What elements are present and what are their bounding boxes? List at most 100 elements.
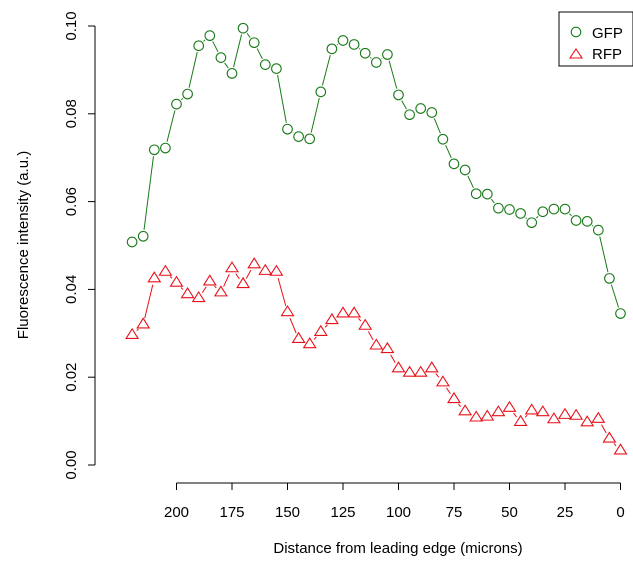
data-point: [382, 49, 393, 60]
data-point: [315, 86, 327, 98]
data-point: [604, 273, 615, 284]
x-tick-label: 125: [330, 504, 355, 521]
data-point: [247, 257, 262, 269]
y-tick-label: 0.08: [63, 99, 80, 128]
data-point: [380, 341, 395, 354]
data-point: [459, 164, 471, 176]
data-point: [502, 400, 517, 412]
data-point: [602, 431, 617, 443]
data-point: [225, 261, 239, 273]
data-point: [558, 407, 572, 419]
series-segment: [358, 318, 362, 322]
data-point: [515, 208, 526, 219]
y-tick-label: 0.10: [63, 11, 80, 40]
data-point: [271, 63, 282, 74]
series-segment: [435, 373, 440, 378]
series-segment: [336, 43, 339, 46]
x-tick-label: 150: [275, 504, 300, 521]
x-axis-label: Distance from leading edge (microns): [273, 540, 522, 557]
y-tick-label: 0.06: [63, 187, 80, 216]
data-point: [591, 411, 606, 423]
data-point: [391, 361, 406, 373]
data-point: [248, 37, 260, 49]
series-segment: [457, 403, 462, 407]
series-segment: [601, 424, 607, 434]
x-tick-label: 75: [446, 504, 463, 521]
series-segment: [569, 213, 572, 217]
data-point: [215, 52, 227, 63]
data-point: [336, 306, 350, 318]
data-point: [424, 361, 439, 373]
series-segment: [388, 60, 398, 89]
data-point: [480, 409, 495, 421]
series-segment: [513, 412, 517, 418]
series-segment: [324, 324, 328, 328]
data-point: [137, 230, 149, 242]
x-tick-label: 100: [386, 504, 411, 521]
series-segment: [467, 175, 474, 189]
data-point: [569, 408, 584, 420]
series-segment: [277, 277, 287, 307]
x-tick-label: 0: [616, 504, 624, 521]
legend-marker-gfp: [570, 26, 582, 38]
data-point: [280, 304, 295, 317]
x-axis: 200 175 150 125 100 75 50 25 0: [164, 482, 625, 521]
data-point: [526, 217, 538, 229]
series-segment: [610, 284, 620, 308]
data-point: [302, 337, 317, 349]
series-segment: [246, 33, 251, 38]
series-segment: [289, 318, 297, 334]
series-segment: [203, 39, 206, 42]
y-tick-label: 0.04: [63, 275, 80, 304]
data-point: [592, 224, 604, 236]
series-gfp: [126, 22, 626, 319]
series-segment: [490, 198, 495, 204]
data-point: [136, 317, 151, 329]
legend: GFP RFP: [558, 11, 633, 67]
series-segment: [144, 284, 154, 319]
series-segment: [591, 224, 594, 227]
x-tick-label: 25: [557, 504, 574, 521]
series-segment: [214, 285, 217, 289]
series-segment: [524, 414, 528, 418]
x-tick-label: 200: [164, 504, 189, 521]
data-point: [126, 236, 138, 248]
data-point: [513, 414, 528, 426]
data-point: [259, 59, 271, 70]
series-layer: [125, 22, 628, 455]
series-segment: [201, 286, 207, 294]
series-segment: [256, 48, 263, 60]
series-rfp: [125, 257, 628, 455]
data-point: [193, 40, 205, 52]
data-point: [548, 203, 560, 215]
data-point: [580, 415, 595, 427]
series-segment: [446, 387, 451, 395]
data-point: [415, 103, 427, 114]
legend-marker-rfp: [568, 48, 584, 59]
data-point: [437, 133, 449, 145]
data-point: [581, 216, 593, 227]
series-segment: [180, 287, 184, 290]
data-point: [358, 318, 373, 330]
data-point: [282, 123, 293, 135]
series-segment: [310, 98, 320, 133]
data-point: [491, 405, 506, 417]
data-point: [359, 47, 371, 59]
series-segment: [235, 273, 240, 280]
data-point: [148, 144, 160, 156]
series-segment: [367, 331, 374, 341]
legend-label-gfp: GFP: [592, 25, 623, 42]
data-point: [537, 206, 549, 218]
series-segment: [445, 144, 452, 159]
data-point: [447, 391, 461, 404]
data-point: [426, 107, 438, 118]
data-point: [504, 204, 515, 215]
data-point: [369, 338, 384, 350]
series-segment: [180, 98, 184, 101]
data-point: [413, 365, 428, 377]
data-point: [160, 142, 171, 154]
data-point: [237, 22, 249, 34]
series-segment: [390, 354, 396, 364]
x-tick-label: 50: [501, 504, 518, 521]
